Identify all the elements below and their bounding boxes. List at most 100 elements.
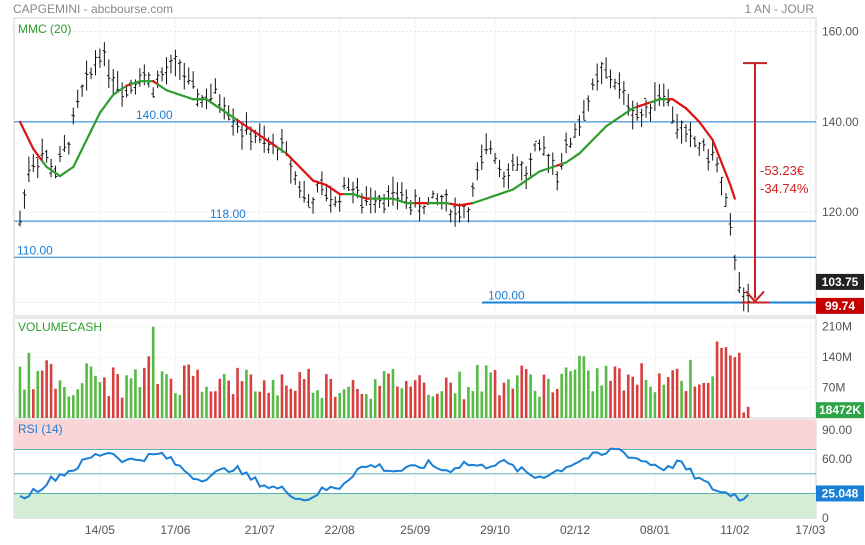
volume-bar — [418, 375, 421, 418]
volume-bar — [182, 365, 186, 418]
volume-bar — [467, 387, 470, 418]
volume-bar — [587, 370, 590, 418]
volume-bar — [347, 386, 350, 418]
rsi-value-badge-bg — [816, 485, 864, 502]
ma-segment — [698, 120, 705, 129]
volume-bar — [396, 386, 399, 418]
volume-bar — [569, 371, 572, 418]
volume-bar — [80, 383, 84, 418]
volume-bar — [298, 372, 302, 418]
x-tick-label: 17/06 — [160, 523, 190, 537]
level-label-110.00: 110.00 — [17, 243, 53, 257]
volume-bar — [40, 370, 44, 418]
volume-bar — [98, 381, 102, 418]
rsi-tick-label: 90.00 — [822, 423, 852, 437]
volume-bar — [196, 369, 199, 418]
target-price-badge: 99.74 — [825, 299, 855, 313]
rsi-line — [19, 447, 749, 502]
volume-bar — [94, 375, 97, 418]
x-tick-label: 02/12 — [560, 523, 590, 537]
volume-bar — [582, 356, 586, 418]
volume-bar — [240, 381, 244, 418]
volume-bar — [462, 399, 466, 418]
volume-bar — [280, 374, 284, 418]
volume-bar — [111, 367, 115, 418]
rsi-oversold-zone — [14, 493, 816, 518]
change-absolute: -53.23€ — [760, 163, 805, 178]
volume-bar — [373, 379, 377, 418]
price-tick-label: 140.00 — [822, 115, 859, 129]
volume-bar — [604, 365, 608, 418]
ma-segment — [32, 147, 39, 157]
volume-bar — [404, 380, 408, 418]
volume-bar — [129, 378, 133, 418]
volume-bar — [431, 396, 435, 418]
volume-bar — [325, 374, 328, 418]
volume-bar — [378, 385, 381, 418]
ma-segment — [711, 138, 719, 153]
ma-segment — [720, 161, 728, 175]
volume-bar — [18, 366, 22, 418]
ma-segment — [707, 132, 714, 142]
volume-bar — [684, 391, 688, 418]
last-price-badge-bg — [816, 273, 864, 290]
volume-bar — [205, 386, 208, 418]
volume-bar — [116, 374, 119, 418]
volume-bar — [178, 394, 182, 418]
volume-bar — [453, 393, 457, 418]
volume-tick-label: 70M — [822, 381, 845, 395]
volume-bar — [63, 386, 66, 418]
volume-bar — [342, 389, 346, 418]
volume-bar — [147, 356, 151, 418]
volume-bar — [444, 377, 448, 418]
volume-bar — [267, 392, 270, 418]
volume-bar — [715, 341, 719, 418]
volume-bar — [200, 391, 204, 418]
volume-bar — [449, 382, 452, 418]
volume-bar — [365, 394, 368, 418]
ma-label: MMC (20) — [18, 22, 71, 36]
volume-bar — [58, 380, 62, 418]
price-levels: 140.00 118.00 110.00 100.00 — [14, 108, 816, 304]
volume-bar — [156, 383, 159, 418]
volume-bar — [333, 396, 337, 418]
volume-bar — [32, 389, 35, 418]
volume-bar — [169, 378, 173, 418]
target-price-badge-bg — [816, 297, 864, 314]
level-label-100.00: 100.00 — [488, 288, 525, 302]
ma-segment — [94, 111, 102, 123]
volume-bar — [511, 388, 515, 418]
ma-segment — [702, 126, 710, 135]
ma-segment — [27, 138, 35, 151]
rsi-value-badge: 25.048 — [822, 486, 859, 500]
volume-bar — [555, 388, 559, 418]
volume-bar — [653, 392, 657, 418]
volume-bar — [631, 376, 635, 418]
volume-bar — [387, 373, 390, 418]
ma-segment — [76, 147, 84, 160]
volume-bars — [18, 326, 750, 418]
volume-bar — [573, 369, 577, 418]
x-tick-label: 22/08 — [325, 523, 355, 537]
volume-bar — [27, 352, 31, 418]
volume-bar — [662, 384, 666, 418]
volume-bar — [351, 379, 355, 418]
volume-bar — [493, 369, 497, 418]
volume-bar — [307, 368, 310, 418]
volume-bar — [293, 390, 297, 418]
rsi-overbought-zone — [14, 420, 816, 450]
volume-bar — [600, 385, 603, 418]
volume-bar — [369, 398, 373, 418]
volume-bar — [666, 377, 670, 418]
x-tick-label: 25/09 — [400, 523, 430, 537]
volume-bar — [724, 347, 728, 418]
x-tick-label: 14/05 — [85, 523, 115, 537]
volume-bar — [622, 390, 626, 418]
volume-bar — [658, 373, 661, 418]
volume-bar — [227, 380, 230, 418]
volume-bar — [165, 374, 168, 418]
volume-bar — [276, 395, 279, 418]
volume-bar — [498, 395, 501, 418]
